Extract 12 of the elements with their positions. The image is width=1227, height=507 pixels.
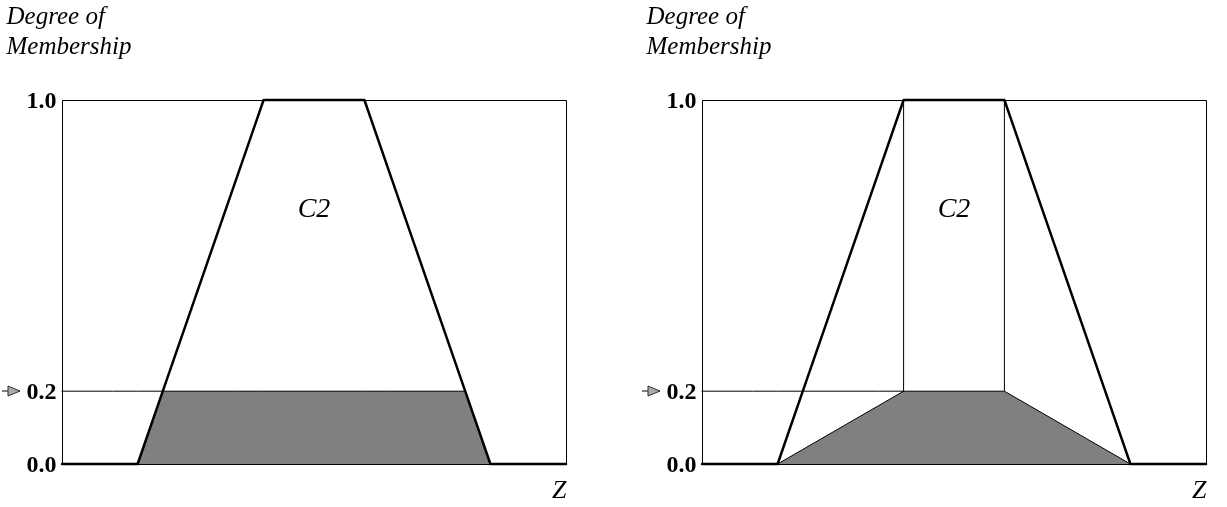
- y-tick-label: 1.0: [26, 86, 57, 113]
- annotation: C2: [937, 192, 971, 224]
- x-axis-title: Z: [552, 474, 568, 504]
- y-axis-title: Degree of Membership: [5, 1, 132, 59]
- y-tick-label: 1.0: [666, 86, 697, 113]
- y-tick-label: 0.0: [26, 450, 57, 477]
- x-axis-title: Z: [1192, 474, 1208, 504]
- y-tick-label: 0.2: [666, 377, 697, 404]
- annotation: C2: [297, 192, 331, 224]
- y-tick-label: 0.2: [26, 377, 57, 404]
- y-tick-label: 0.0: [666, 450, 697, 477]
- y-axis-title: Degree of Membership: [645, 1, 772, 59]
